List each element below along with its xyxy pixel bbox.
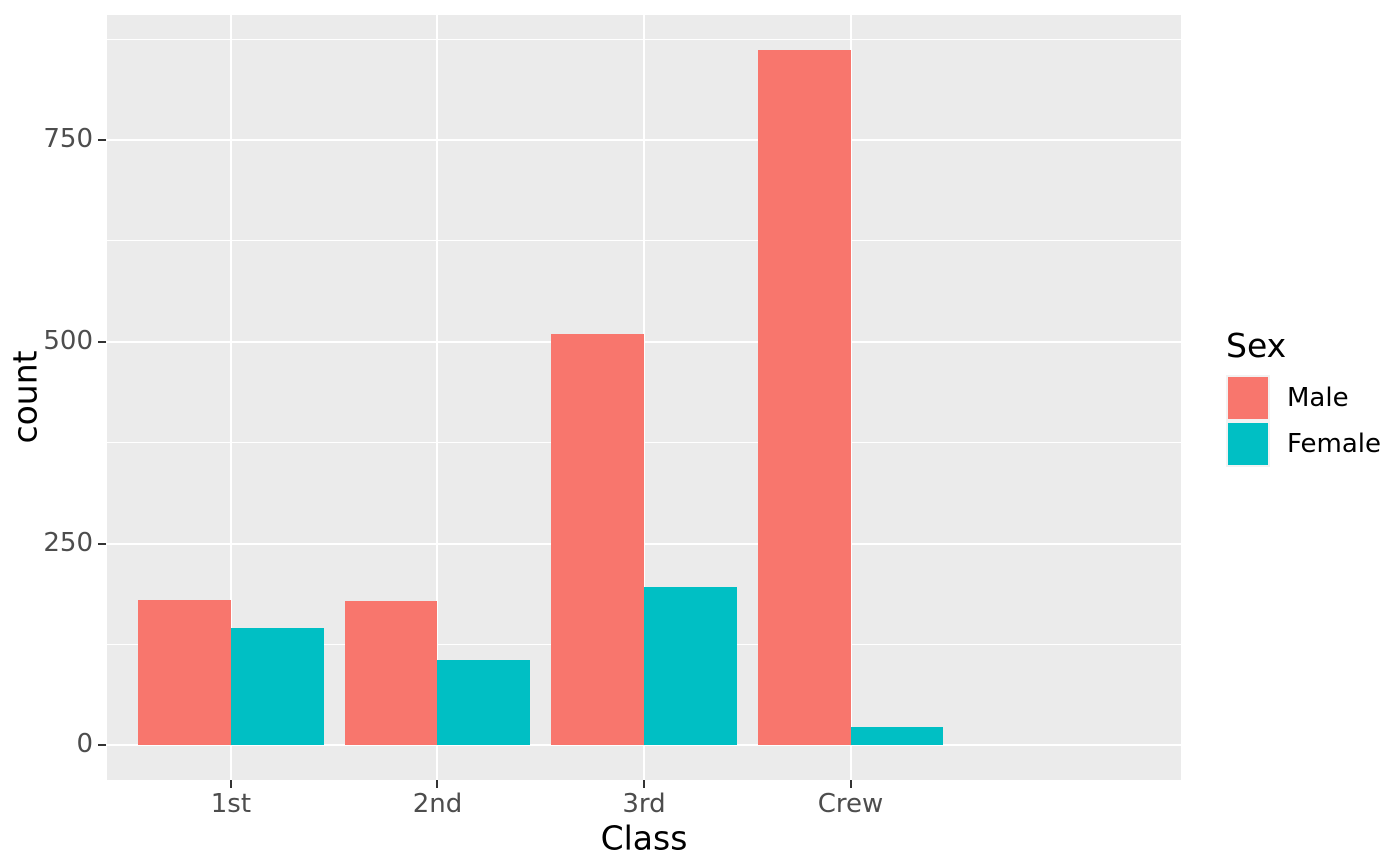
bar-2nd-female: [437, 659, 531, 746]
y-tick-mark: [98, 139, 106, 142]
legend-label: Male: [1287, 383, 1349, 413]
legend-swatch-male: [1228, 377, 1268, 419]
legend-entries: Male Female: [1226, 375, 1381, 467]
y-axis-title: count: [5, 350, 45, 444]
y-tick-label: 0: [76, 729, 93, 760]
bar-3rd-female: [644, 587, 737, 746]
x-axis-title: Class: [600, 818, 688, 858]
y-tick-label: 250: [43, 527, 93, 558]
bar-1st-male: [137, 600, 231, 746]
y-tick-label: 750: [43, 124, 93, 155]
x-tick-label: 1st: [210, 789, 252, 819]
x-tick-mark: [643, 780, 645, 788]
bar-2nd-male: [344, 600, 438, 746]
major-gridline-vertical: [229, 15, 232, 780]
x-tick-mark: [849, 780, 852, 788]
x-tick-label: Crew: [817, 789, 884, 819]
major-gridline-vertical: [436, 15, 439, 780]
legend-key: [1226, 375, 1270, 421]
bar-3rd-male: [551, 333, 644, 746]
y-tick-mark: [98, 340, 106, 343]
major-gridline-vertical: [643, 15, 645, 780]
y-tick-label: 500: [43, 325, 93, 356]
legend-title: Sex: [1226, 326, 1287, 365]
major-gridline-vertical: [849, 15, 852, 780]
plot-panel: [107, 15, 1181, 780]
bar-crew-female: [850, 726, 944, 746]
y-tick-mark: [98, 744, 106, 747]
legend-key: [1226, 421, 1270, 467]
legend-swatch-female: [1228, 423, 1268, 465]
bar-1st-female: [230, 628, 324, 746]
x-tick-label: 2nd: [412, 789, 463, 819]
legend-entry-female: Female: [1226, 421, 1381, 467]
y-tick-mark: [98, 542, 106, 545]
legend-entry-male: Male: [1226, 375, 1381, 421]
x-tick-mark: [436, 780, 439, 788]
legend: Sex Male Female: [1226, 326, 1381, 467]
x-tick-mark: [229, 780, 232, 788]
bar-crew-male: [757, 49, 851, 746]
legend-label: Female: [1287, 429, 1382, 459]
x-tick-label: 3rd: [622, 789, 666, 819]
